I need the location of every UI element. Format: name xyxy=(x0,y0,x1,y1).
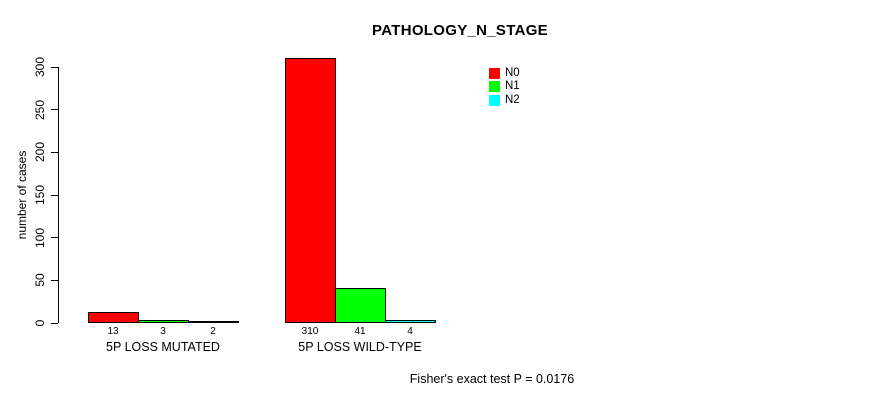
y-axis-tick-label: 300 xyxy=(33,56,47,78)
y-axis-tick-label: 0 xyxy=(33,319,47,327)
y-axis-tick xyxy=(51,151,58,153)
y-axis-tick-label: 150 xyxy=(33,184,47,206)
bar-value-label: 2 xyxy=(210,326,216,337)
y-axis-tick xyxy=(51,322,58,324)
y-axis-line xyxy=(58,67,59,323)
y-axis-tick xyxy=(51,279,58,281)
bar-value-label: 13 xyxy=(107,326,119,337)
legend-swatch-n0 xyxy=(489,67,500,79)
y-axis-title: number of cases xyxy=(15,150,29,240)
bar-n0-group1 xyxy=(88,312,139,323)
y-axis-tick-label: 200 xyxy=(33,142,47,163)
legend-label: N1 xyxy=(505,80,520,92)
group-label: 5P LOSS MUTATED xyxy=(106,340,220,354)
legend-swatch-n1 xyxy=(489,81,500,92)
bar-value-label: 4 xyxy=(407,326,413,337)
bar-n1-group1 xyxy=(138,320,189,323)
y-axis-tick xyxy=(51,194,58,196)
legend-item: N0 xyxy=(489,67,520,79)
bar-n2-group2 xyxy=(385,320,436,323)
y-axis-tick-label: 100 xyxy=(33,227,47,248)
y-axis-tick xyxy=(51,237,58,239)
bar-value-label: 310 xyxy=(301,326,319,337)
group-label: 5P LOSS WILD-TYPE xyxy=(298,340,422,354)
bar-n0-group2 xyxy=(285,58,336,323)
bar-value-label: 41 xyxy=(354,326,366,337)
bar-n1-group2 xyxy=(335,288,386,323)
legend-label: N2 xyxy=(505,93,520,106)
y-axis-tick xyxy=(51,109,58,111)
y-axis-tick-label: 50 xyxy=(33,273,47,288)
legend-swatch-n2 xyxy=(489,94,500,106)
legend-item: N1 xyxy=(489,80,520,93)
footnote: Fisher's exact test P = 0.0176 xyxy=(409,372,575,386)
bar-n2-group1 xyxy=(188,321,239,323)
bar-value-label: 3 xyxy=(160,326,166,337)
y-axis-tick-label: 250 xyxy=(33,99,47,120)
legend-item: N2 xyxy=(489,94,520,106)
legend-label: N0 xyxy=(505,66,520,79)
chart-title: PATHOLOGY_N_STAGE xyxy=(372,22,548,39)
y-axis-tick xyxy=(51,66,58,68)
